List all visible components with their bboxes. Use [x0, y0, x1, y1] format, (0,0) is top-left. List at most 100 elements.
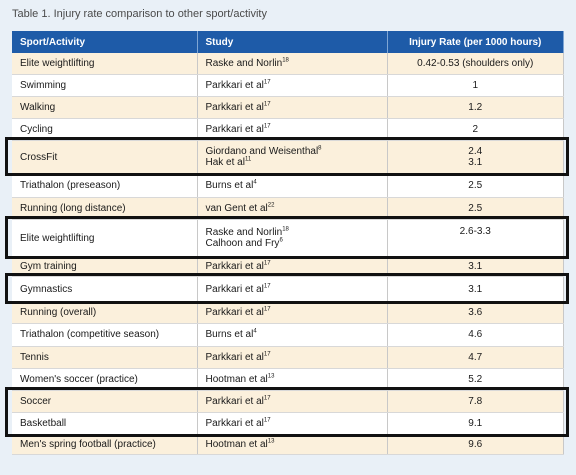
cell-activity: Women's soccer (practice) — [12, 368, 198, 391]
cell-injury-rate: 3.6 — [387, 302, 564, 324]
cell-injury-rate: 2.4 3.1 — [387, 140, 564, 175]
study-name: Raske and Norlin — [205, 57, 283, 69]
table-row: Gymnastics Parkkari et al17 3.1 — [12, 276, 564, 303]
rate-value: 1.2 — [468, 101, 483, 113]
rate-value: 0.42-0.53 (shoulders only) — [417, 57, 534, 69]
rate-value: 2.4 — [468, 146, 483, 157]
reference-number: 17 — [263, 306, 271, 313]
rate-value: 4.7 — [468, 351, 483, 363]
cell-injury-rate: 3.1 — [387, 276, 564, 303]
study-name: van Gent et al — [205, 202, 268, 214]
table-header-row: Sport/Activity Study Injury Rate (per 10… — [12, 31, 564, 53]
cell-injury-rate: 4.7 — [387, 346, 564, 369]
reference-number: 18 — [282, 57, 289, 64]
study-name: Parkkari et al — [205, 261, 264, 272]
cell-activity: Swimming — [12, 74, 198, 97]
cell-injury-rate: 7.8 — [387, 390, 564, 413]
cell-activity: Walking — [12, 96, 198, 119]
cell-activity: Cycling — [12, 118, 198, 141]
study-name: Parkkari et al — [205, 351, 264, 363]
reference-number: 17 — [263, 123, 271, 130]
cell-injury-rate: 1 — [387, 74, 564, 97]
reference-number: 17 — [263, 101, 271, 108]
rate-value: 9.6 — [468, 439, 483, 450]
cell-injury-rate: 9.1 — [387, 412, 564, 436]
table-row: Soccer Parkkari et al17 7.8 — [12, 390, 564, 413]
table-row: Men's spring football (practice) Hootman … — [12, 435, 564, 455]
cell-injury-rate: 4.6 — [387, 323, 564, 347]
reference-number: 17 — [263, 283, 271, 290]
reference-number: 8 — [318, 145, 322, 152]
reference-number: 17 — [263, 79, 271, 86]
cell-study: Raske and Norlin18 — [197, 53, 388, 75]
table-row: Triathalon (competitive season) Burns et … — [12, 323, 564, 347]
cell-study: Parkkari et al17 — [197, 257, 388, 277]
cell-injury-rate: 9.6 — [387, 435, 564, 455]
rate-value: 3.1 — [468, 157, 483, 168]
cell-injury-rate: 2 — [387, 118, 564, 141]
table-row: Gym training Parkkari et al17 3.1 — [12, 257, 564, 277]
study-name: Parkkari et al — [205, 307, 264, 318]
study-name: Calhoon and Fry — [205, 238, 280, 249]
table-row: Walking Parkkari et al17 1.2 — [12, 96, 564, 119]
reference-number: 22 — [267, 202, 275, 209]
cell-study: Parkkari et al17 — [197, 276, 388, 303]
cell-activity: Elite weightlifting — [12, 53, 198, 75]
rate-value: 2.6-3.3 — [459, 225, 491, 237]
injury-rate-table: Sport/Activity Study Injury Rate (per 10… — [12, 31, 564, 455]
cell-activity: Basketball — [12, 412, 198, 436]
cell-study: Parkkari et al17 — [197, 96, 388, 119]
cell-injury-rate: 0.42-0.53 (shoulders only) — [387, 53, 564, 75]
study-name: Parkkari et al — [205, 79, 264, 91]
cell-study: Burns et al4 — [197, 174, 388, 198]
rate-value: 2.5 — [468, 202, 483, 214]
cell-study: van Gent et al22 — [197, 197, 388, 220]
cell-injury-rate: 5.2 — [387, 368, 564, 391]
cell-study: Burns et al4 — [197, 323, 388, 347]
study-name: Hak et al — [205, 157, 245, 168]
reference-number: 17 — [263, 351, 271, 358]
study-name: Parkkari et al — [205, 418, 264, 429]
cell-study: Hootman et al13 — [197, 368, 388, 391]
table-row: Running (long distance) van Gent et al22 2… — [12, 197, 564, 220]
cell-activity: CrossFit — [12, 140, 198, 175]
table-row: Elite weightlifting Raske and Norlin18 Cal… — [12, 219, 564, 258]
rate-value: 5.2 — [468, 373, 483, 385]
table-caption: Table 1. Injury rate comparison to other… — [12, 8, 267, 20]
cell-injury-rate: 2.5 — [387, 174, 564, 198]
rate-value: 7.8 — [468, 395, 483, 407]
cell-injury-rate: 2.5 — [387, 197, 564, 220]
header-injury-rate: Injury Rate (per 1000 hours) — [387, 31, 564, 53]
cell-activity: Tennis — [12, 346, 198, 369]
reference-number: 18 — [282, 226, 289, 233]
rate-value: 4.6 — [468, 329, 483, 340]
cell-study: Parkkari et al17 — [197, 74, 388, 97]
table-row: Swimming Parkkari et al17 1 — [12, 74, 564, 97]
table-row: Triathalon (preseason) Burns et al4 2.5 — [12, 174, 564, 198]
cell-activity: Elite weightlifting — [12, 219, 198, 258]
study-name: Hootman et al — [205, 373, 268, 385]
cell-activity: Triathalon (preseason) — [12, 174, 198, 198]
cell-study: Parkkari et al17 — [197, 390, 388, 413]
rate-value: 3.6 — [468, 307, 483, 318]
cell-injury-rate: 3.1 — [387, 257, 564, 277]
rate-value: 2 — [472, 123, 479, 135]
cell-study: Parkkari et al17 — [197, 412, 388, 436]
header-sport-activity: Sport/Activity — [12, 31, 198, 53]
reference-number: 17 — [263, 395, 271, 402]
cell-study: Parkkari et al17 — [197, 118, 388, 141]
table-row: Women's soccer (practice) Hootman et al13… — [12, 368, 564, 391]
reference-number: 13 — [267, 373, 275, 380]
table-row: Running (overall) Parkkari et al17 3.6 — [12, 302, 564, 324]
reference-number: 4 — [253, 328, 257, 335]
reference-number: 17 — [263, 260, 271, 267]
rate-value: 9.1 — [468, 418, 483, 429]
cell-activity: Triathalon (competitive season) — [12, 323, 198, 347]
rate-value: 1 — [472, 79, 479, 91]
cell-injury-rate: 2.6-3.3 — [387, 219, 564, 258]
study-name: Burns et al — [205, 329, 254, 340]
study-name: Giordano and Weisenthal — [205, 146, 319, 157]
table-row: CrossFit Giordano and Weisenthal8 Hak et a… — [12, 140, 564, 175]
rate-value: 3.1 — [468, 261, 483, 272]
table-row: Tennis Parkkari et al17 4.7 — [12, 346, 564, 369]
